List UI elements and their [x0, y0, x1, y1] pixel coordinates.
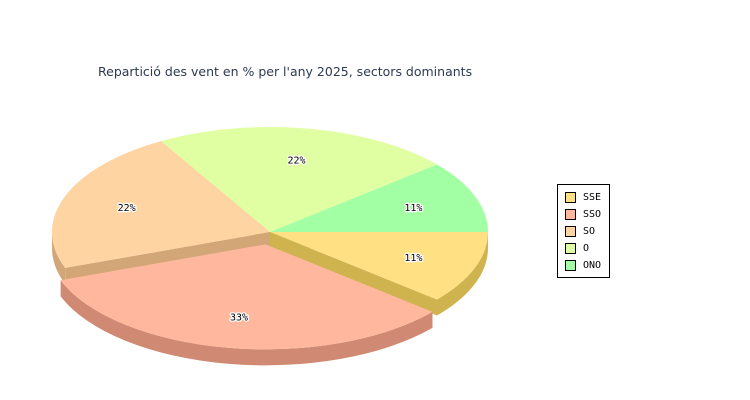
pie-label-layer: 11% 33% 22% 22% 11% [116, 154, 423, 325]
legend-label: ONO [583, 260, 602, 271]
pie-slice-ono [270, 164, 488, 232]
legend-item-o: O [558, 240, 609, 257]
legend: SSE SSO SO O ONO [557, 184, 610, 278]
legend-swatch [565, 209, 576, 220]
legend-swatch [565, 243, 576, 254]
legend-item-sso: SSO [558, 206, 609, 223]
legend-item-so: SO [558, 223, 609, 240]
legend-item-ono: ONO [558, 257, 609, 274]
chart-title: Repartició des vent en % per l'any 2025,… [98, 64, 473, 79]
pie-label-o: 22% [287, 156, 305, 167]
pie-slice-side-so [52, 232, 66, 284]
pie-slice-sse [270, 232, 488, 300]
legend-swatch [565, 192, 576, 203]
legend-label: SO [583, 226, 596, 237]
pie-slice-side-sse [436, 232, 488, 316]
pie-slice-so [51, 141, 270, 268]
legend-swatch [565, 260, 576, 271]
legend-label: SSO [583, 209, 602, 220]
pie-label-ono: 11% [404, 203, 422, 214]
pie-slice-side-sso [60, 280, 433, 366]
pie-top-layer [51, 127, 488, 350]
pie-slice-sso [60, 244, 433, 350]
legend-swatch [565, 226, 576, 237]
pie-slice-o [161, 127, 437, 232]
legend-label: SSE [583, 192, 602, 203]
pie-label-sse: 11% [404, 253, 422, 264]
legend-label: O [583, 243, 590, 254]
pie-slice-face-sse-1 [270, 232, 437, 316]
legend-item-sse: SSE [558, 189, 609, 206]
pie-label-so: 22% [118, 203, 136, 214]
pie-label-sso: 33% [230, 313, 248, 324]
